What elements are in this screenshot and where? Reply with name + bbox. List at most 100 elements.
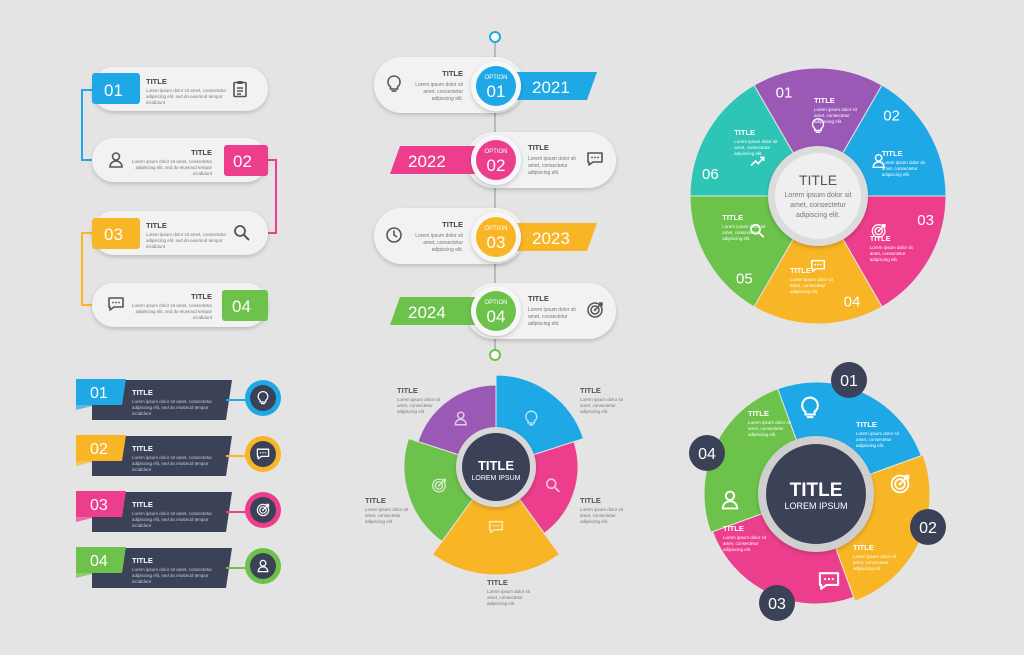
pie-five-label-text: adipiscing elit. (580, 409, 608, 414)
cycle-six-title: TITLE (870, 234, 891, 243)
steps-item[interactable]: 04 TITLE Lorem ipsum dolor sit amet, con… (92, 283, 268, 327)
timeline-year: 2024 (408, 303, 446, 322)
cycle-six-title: TITLE (722, 213, 743, 222)
cycle-four-badge[interactable]: 01 (831, 362, 867, 398)
cycle-six-text: Lorem ipsum dolor sit (790, 277, 834, 282)
cycle-six-text: adipiscing elit. (790, 289, 818, 294)
cycle-six-text: adipiscing elit. (734, 151, 762, 156)
pie-five-center-title: TITLE (478, 458, 514, 473)
cycle-six-number: 06 (702, 166, 719, 183)
ribbon-number-tab (76, 435, 126, 461)
cycle-four-segment-text: TITLE Lorem ipsum dolor sit amet, consec… (721, 490, 767, 552)
timeline-title: TITLE (442, 220, 463, 229)
pie-five-label-text: amet, consectetur (580, 513, 616, 518)
cycle-four-title: TITLE (856, 420, 877, 429)
pie-five-label-title: TITLE (365, 496, 386, 505)
steps-item[interactable]: 02 TITLE Lorem ipsum dolor sit amet, con… (92, 138, 268, 182)
ribbon-number: 03 (90, 497, 108, 514)
timeline-item[interactable]: 2023 OPTION 03 TITLE Lorem ipsum dolor s… (374, 208, 597, 264)
ribbon-text: Lorem ipsum dolor sit amet, consectetur (132, 399, 213, 404)
steps-text: adipiscing elit, sed do eiusmod tempor (135, 309, 212, 314)
timeline-text: adipiscing elit. (528, 170, 559, 176)
ribbon-list-panel: 01 TITLE Lorem ipsum dolor sit amet, con… (76, 379, 281, 588)
steps-text: incididunt (146, 100, 166, 105)
steps-number: 03 (104, 225, 123, 244)
timeline-option-circle (476, 291, 516, 331)
cycle-six-text: Lorem ipsum dolor sit (734, 139, 778, 144)
ribbon-text: adipiscing elit, sed do eiusmod tempor (132, 405, 209, 410)
ribbon-item[interactable]: 04 TITLE Lorem ipsum dolor sit amet, con… (76, 547, 281, 588)
ribbon-body (92, 492, 232, 532)
cycle-six-center (775, 153, 861, 239)
cycle-four-text: adipiscing elit. (853, 566, 881, 571)
cycle-four-badge-number: 03 (768, 596, 786, 613)
ribbon-item[interactable]: 03 TITLE Lorem ipsum dolor sit amet, con… (76, 491, 281, 532)
ribbon-text: incididunt (132, 467, 152, 472)
pie-five-segment[interactable] (431, 466, 561, 576)
cycle-four-badge-number: 01 (840, 373, 858, 390)
cycle-four-text: adipiscing elit. (748, 432, 776, 437)
cycle-six-text: adipiscing elit. (814, 119, 842, 124)
cycle-six-number: 01 (776, 84, 793, 101)
cycle-four-center (766, 444, 866, 544)
pie-five-label-text: Lorem ipsum dolor sit (397, 397, 441, 402)
cycle-six-text: Lorem ipsum dolor sit (814, 107, 858, 112)
cycle-six-center-text: amet, consectetur (790, 202, 846, 209)
timeline-option-number: 03 (487, 233, 506, 252)
cycle-six-text: Lorem ipsum dolor sit (870, 245, 914, 250)
steps-item[interactable]: 03 TITLE Lorem ipsum dolor sit amet, con… (92, 211, 268, 255)
ribbon-body (92, 548, 232, 588)
steps-list-panel: 01 TITLE Lorem ipsum dolor sit amet, con… (81, 67, 277, 327)
steps-text: adipiscing elit, sed do eiusmod tempor (146, 94, 223, 99)
steps-number: 01 (104, 81, 123, 100)
cycle-six-text: amet, consectetur (790, 283, 826, 288)
timeline-option-circle (476, 66, 516, 106)
cycle-four-badge-circle (831, 362, 867, 398)
timeline-year-banner (505, 223, 597, 251)
cycle-four-text: Lorem ipsum dolor sit (723, 535, 767, 540)
cycle-four-text: Lorem ipsum dolor sit (853, 554, 897, 559)
steps-item[interactable]: 01 TITLE Lorem ipsum dolor sit amet, con… (92, 67, 268, 111)
pie-five-center-subtitle: LOREM IPSUM (471, 475, 520, 482)
pie-five-label-title: TITLE (397, 386, 418, 395)
cycle-four-panel: TITLE LOREM IPSUM 01 02 03 04 TITLE Lore… (689, 362, 946, 621)
cycle-four-text: Lorem ipsum dolor sit (748, 420, 792, 425)
timeline-text: adipiscing elit. (432, 96, 463, 102)
pie-five-center (462, 433, 530, 501)
cycle-four-badge[interactable]: 04 (689, 435, 725, 471)
timeline-text: Lorem ipsum dolor sit (528, 307, 576, 313)
timeline-year: 2021 (532, 78, 570, 97)
steps-number-tab (92, 73, 140, 104)
steps-number-tab (224, 145, 268, 176)
steps-text: adipiscing elit, sed do eiusmod tempor (146, 238, 223, 243)
ribbon-text: incididunt (132, 523, 152, 528)
ribbon-title: TITLE (132, 500, 153, 509)
pie-five-label-text: amet, consectetur (365, 513, 401, 518)
ribbon-title: TITLE (132, 444, 153, 453)
cycle-four-badge[interactable]: 02 (910, 509, 946, 545)
timeline-year: 2023 (532, 229, 570, 248)
ribbon-item[interactable]: 02 TITLE Lorem ipsum dolor sit amet, con… (76, 435, 281, 476)
timeline-option-number: 01 (487, 82, 506, 101)
cycle-six-text: amet, consectetur (722, 230, 758, 235)
cycle-six-text: adipiscing elit. (882, 172, 910, 177)
ribbon-item[interactable]: 01 TITLE Lorem ipsum dolor sit amet, con… (76, 379, 281, 420)
steps-text: Lorem ipsum dolor sit amet, consectetur (132, 159, 213, 164)
pie-five-label: TITLE Lorem ipsum dolor sit amet, consec… (580, 386, 624, 414)
steps-text: Lorem ipsum dolor sit amet, consectetur (146, 232, 227, 237)
timeline-title: TITLE (528, 294, 549, 303)
timeline-item[interactable]: 2022 OPTION 02 TITLE Lorem ipsum dolor s… (390, 132, 616, 188)
timeline-item[interactable]: 2024 OPTION 04 TITLE Lorem ipsum dolor s… (390, 283, 616, 339)
cycle-four-badge[interactable]: 03 (759, 585, 795, 621)
pie-five-label: TITLE Lorem ipsum dolor sit amet, consec… (487, 578, 531, 606)
cycle-six-number: 04 (844, 294, 861, 311)
timeline-year-banner (505, 72, 597, 100)
pie-five-label: TITLE Lorem ipsum dolor sit amet, consec… (397, 386, 441, 414)
timeline-item[interactable]: 2021 OPTION 01 TITLE Lorem ipsum dolor s… (374, 57, 597, 113)
pie-five-panel: TITLE LOREM IPSUM TITLE Lorem ipsum dolo… (365, 374, 624, 606)
cycle-four-text: amet, consectetur (723, 541, 759, 546)
cycle-six-title: TITLE (814, 96, 835, 105)
